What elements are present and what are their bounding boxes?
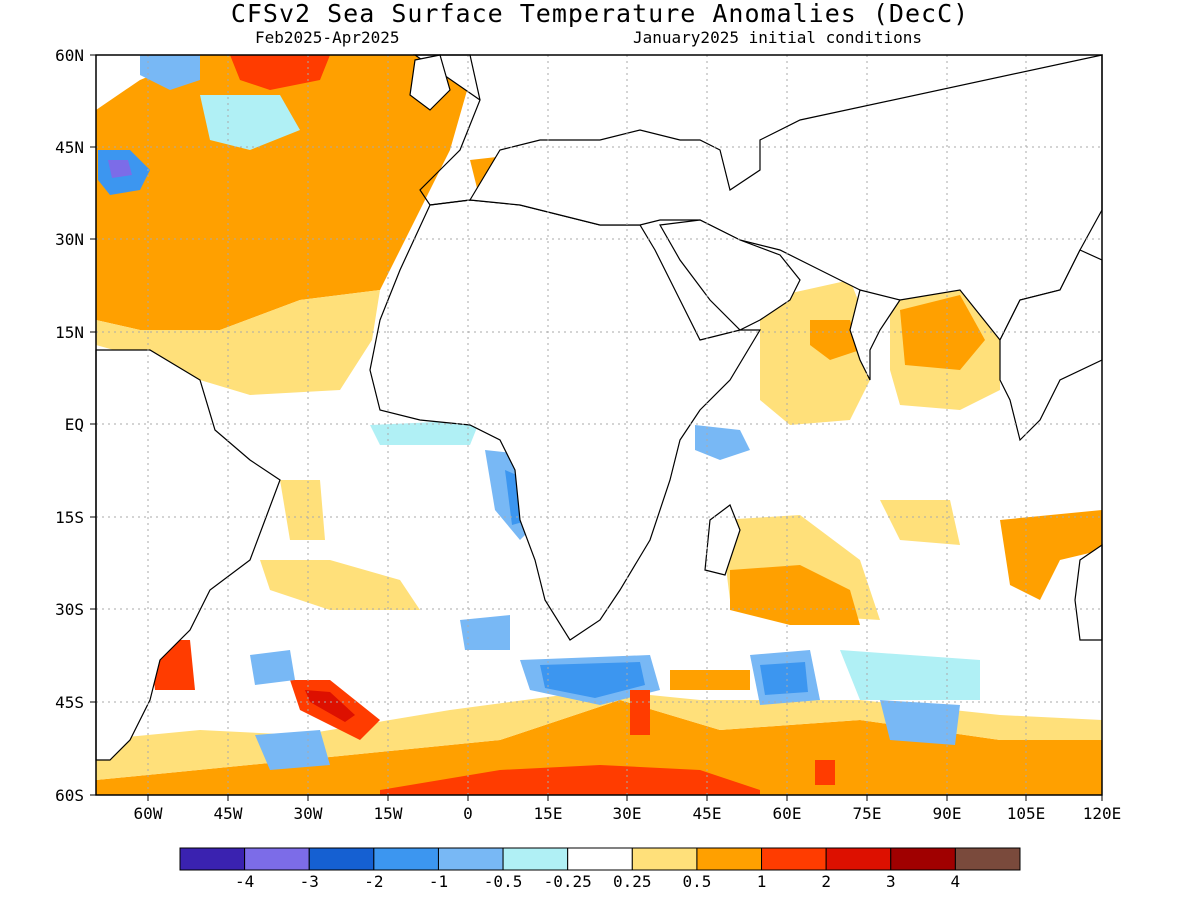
colorbar-swatch xyxy=(502,847,569,871)
lon-label-0: 0 xyxy=(463,804,473,823)
colorbar-tick-label: 0.5 xyxy=(682,872,712,891)
colorbar-swatch xyxy=(308,847,375,871)
lat-label-15n: 15N xyxy=(55,323,84,342)
madagascar-landmass xyxy=(704,504,741,576)
lat-label-30s: 30S xyxy=(55,600,84,619)
south-america-landmass xyxy=(95,349,281,761)
colorbar-tick-label: -0.25 xyxy=(543,872,592,891)
lat-label-eq: EQ xyxy=(64,415,84,434)
map-frame xyxy=(95,54,1103,796)
south-indian-hot-spot xyxy=(815,760,835,785)
colorbar-swatch xyxy=(373,847,439,871)
north-atlantic-yellow-margin xyxy=(96,290,380,395)
lon-label-15e: 15E xyxy=(533,804,563,823)
colorbar-swatch xyxy=(437,847,504,871)
south-indian-cool-3 xyxy=(880,700,960,745)
newfoundland-very-cold xyxy=(108,160,132,178)
cape-basin-cold-core xyxy=(540,662,645,698)
southern-ocean-hot-band xyxy=(380,765,760,795)
lat-label-60s: 60S xyxy=(55,786,84,805)
colorbar-tick-label: -0.5 xyxy=(483,872,523,891)
colorbar-swatch xyxy=(761,847,827,871)
lon-label-105e: 105E xyxy=(1006,804,1046,823)
initial-conditions: January2025 initial conditions xyxy=(633,28,922,47)
lon-label-60w: 60W xyxy=(133,804,163,823)
lon-label-120e: 120E xyxy=(1082,804,1122,823)
colorbar-swatch xyxy=(179,847,246,871)
southern-ocean-yellow-band xyxy=(96,690,1102,780)
south-atlantic-cool-3 xyxy=(460,615,510,650)
arabian-sea-warm xyxy=(760,280,870,425)
lat-label-30n: 30N xyxy=(55,230,84,249)
agulhas-hot-streak xyxy=(630,690,650,735)
colorbar-swatch xyxy=(825,847,892,871)
colorbar-swatch xyxy=(244,847,310,871)
colorbar-swatch xyxy=(954,847,1021,871)
south-atlantic-yellow xyxy=(260,560,420,610)
colorbar-tick-label: 4 xyxy=(950,872,961,891)
colorbar-tick-label: 2 xyxy=(821,872,831,891)
colorbar-tick-label: 1 xyxy=(756,872,767,891)
colorbar xyxy=(179,847,1021,871)
north-atlantic-warm-anomaly xyxy=(96,55,470,330)
arabian-peninsula-landmass xyxy=(659,219,801,331)
map-title: CFSv2 Sea Surface Temperature Anomalies … xyxy=(230,0,970,28)
british-isles-landmass xyxy=(409,54,451,111)
south-indian-warm-core xyxy=(730,565,860,625)
colorbar-tick-label: -2 xyxy=(364,872,384,891)
somali-cool xyxy=(695,425,750,460)
colorbar-swatch xyxy=(567,847,633,871)
lon-label-60e: 60E xyxy=(772,804,802,823)
coastlines xyxy=(95,54,1103,761)
colorbar-tick-label: -1 xyxy=(428,872,449,891)
grand-banks-cool xyxy=(200,95,300,150)
lat-label-60n: 60N xyxy=(55,46,84,65)
lon-label-30w: 30W xyxy=(293,804,323,823)
lon-label-30e: 30E xyxy=(612,804,642,823)
south-atlantic-cool-1 xyxy=(250,650,295,685)
south-indian-cold-core xyxy=(760,662,808,695)
lon-label-45w: 45W xyxy=(213,804,243,823)
colorbar-swatch xyxy=(696,847,763,871)
colorbar-swatch xyxy=(631,847,698,871)
colorbar-tick-label: -3 xyxy=(299,872,319,891)
lon-label-90e: 90E xyxy=(932,804,962,823)
arabian-sea-warm-core xyxy=(810,320,860,360)
north-atlantic-hot-spot xyxy=(230,55,330,90)
southern-ocean-warm-band xyxy=(96,700,1102,795)
lon-label-45e: 45E xyxy=(692,804,722,823)
south-indian-cool-2 xyxy=(840,650,980,700)
forecast-period: Feb2025-Apr2025 xyxy=(255,28,400,47)
labrador-cool xyxy=(140,55,200,90)
colorbar-tick-label: -4 xyxy=(234,872,255,891)
lat-label-45n: 45N xyxy=(55,138,84,157)
lon-label-75e: 75E xyxy=(852,804,882,823)
south-atlantic-hot-core xyxy=(305,690,355,722)
colorbar-tick-label: 0.25 xyxy=(613,872,652,891)
east-indian-yellow xyxy=(880,500,960,545)
colorbar-swatch xyxy=(890,847,956,871)
gulf-of-guinea-cool xyxy=(370,420,480,445)
south-atlantic-cool-2 xyxy=(255,730,330,770)
axis-ticks xyxy=(90,54,1103,801)
colorbar-tick-label: 3 xyxy=(885,872,896,891)
lat-label-15s: 15S xyxy=(55,508,84,527)
india-landmass xyxy=(849,289,901,381)
brazil-yellow xyxy=(280,480,325,540)
australia-landmass xyxy=(1074,543,1103,641)
lon-label-15w: 15W xyxy=(373,804,403,823)
lat-label-45s: 45S xyxy=(55,693,84,712)
agulhas-warm-spot xyxy=(670,670,750,690)
